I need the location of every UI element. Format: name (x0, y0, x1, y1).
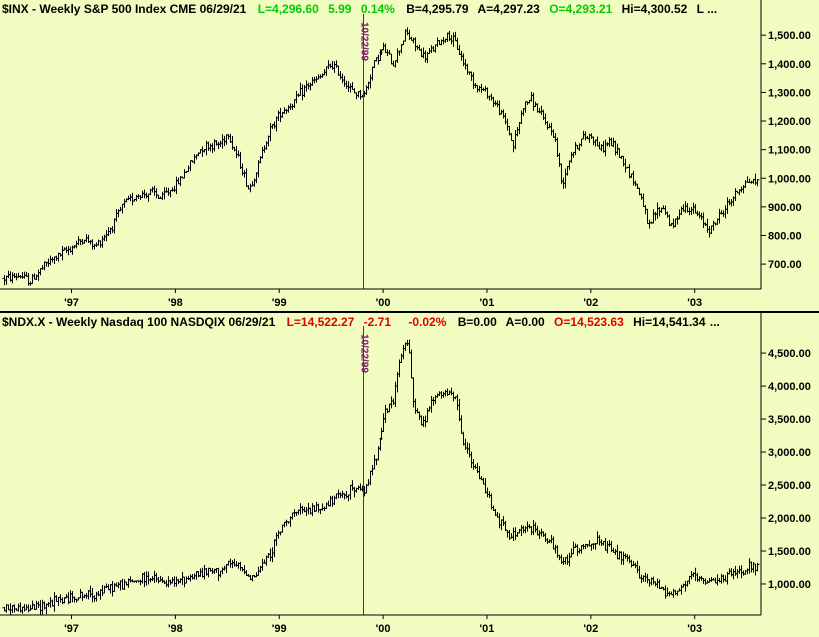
ndx-x-tick-label: '03 (687, 623, 702, 635)
sp500-panel[interactable]: $INX - Weekly S&P 500 Index CME 06/29/21… (0, 0, 819, 289)
sp500-header-open: O=4,293.21 (549, 2, 612, 16)
sp500-y-tick-label: 1,000.00 (768, 173, 811, 185)
ndx-date-marker: 10/22/99 (359, 326, 370, 615)
sp500-date-marker: 10/22/99 (359, 14, 370, 289)
sp500-x-axis-background (0, 289, 819, 311)
sp500-y-tick-label: 800.00 (768, 230, 802, 242)
ndx-y-tick-label: 2,500.00 (768, 480, 811, 492)
ndx-x-tick-label: '00 (376, 623, 391, 635)
sp500-header-name: $INX - Weekly S&P 500 Index CME 06/29/21 (2, 2, 247, 16)
sp500-price-bars (2, 27, 760, 286)
ndx-panel[interactable]: $NDX.X - Weekly Nasdaq 100 NASDQIX 06/29… (0, 313, 819, 617)
ndx-header-last: L=14,522.27 (287, 315, 355, 329)
ndx-y-tick-label: 3,500.00 (768, 414, 811, 426)
ndx-price-bars (2, 339, 760, 617)
sp500-plot-background (0, 0, 761, 289)
sp500-y-tick-label: 900.00 (768, 202, 802, 214)
ndx-y-tick-label: 1,500.00 (768, 546, 811, 558)
ndx-x-axis: '97 '98 '99 '00 '01 '02 '03 (0, 614, 819, 637)
sp500-x-tick-label: '97 (64, 297, 79, 309)
ndx-header-high: Hi=14,541.34 (633, 315, 706, 329)
ndx-x-axis-background (0, 615, 819, 637)
ndx-header-bid: B=0.00 (458, 315, 497, 329)
ndx-y-tick-label: 4,500.00 (768, 348, 811, 360)
sp500-header-ask: A=4,297.23 (477, 2, 540, 16)
panel-separator (0, 311, 819, 313)
sp500-x-tick-label: '99 (272, 297, 287, 309)
ndx-y-axis: 1,000.00 1,500.00 2,000.00 2,500.00 3,000.00… (761, 348, 811, 591)
ndx-y-tick-label: 2,000.00 (768, 513, 811, 525)
ndx-header-more: ... (710, 315, 720, 329)
ndx-y-tick-label: 1,000.00 (768, 579, 811, 591)
sp500-header-pct: 0.14% (361, 2, 395, 16)
sp500-x-tick-label: '02 (583, 297, 598, 309)
sp500-y-tick-label: 1,500.00 (768, 30, 811, 42)
sp500-x-tick-label: '00 (376, 297, 391, 309)
sp500-x-tick-label: '98 (168, 297, 183, 309)
sp500-axis-background (761, 0, 819, 289)
ndx-x-tick-label: '98 (168, 623, 183, 635)
ndx-marker-label: 10/22/99 (359, 334, 370, 373)
ndx-header-open: O=14,523.63 (554, 315, 624, 329)
ndx-header-ask: A=0.00 (506, 315, 545, 329)
sp500-header-change: 5.99 (328, 2, 352, 16)
sp500-y-tick-label: 1,300.00 (768, 87, 811, 99)
sp500-header-high: Hi=4,300.52 (622, 2, 688, 16)
ndx-x-tick-label: '02 (583, 623, 598, 635)
sp500-header-bid: B=4,295.79 (406, 2, 469, 16)
sp500-y-tick-label: 1,200.00 (768, 116, 811, 128)
ndx-header-pct: -0.02% (408, 315, 446, 329)
ndx-x-tick-label: '99 (272, 623, 287, 635)
ndx-y-tick-label: 3,000.00 (768, 447, 811, 459)
ndx-axis-background (761, 313, 819, 615)
svg-text:$NDX.X - Weekly Nasdaq 100 N: $NDX.X - Weekly Nasdaq 100 NASDQIX 06/29… (2, 315, 720, 329)
sp500-header-more: L ... (697, 2, 717, 16)
sp500-header-last: L=4,296.60 (258, 2, 319, 16)
ndx-header-name: $NDX.X - Weekly Nasdaq 100 NASDQIX 06/29… (2, 315, 276, 329)
sp500-y-axis: 700.00 800.00 900.00 1,000.00 1,100.00 1,200.… (761, 30, 811, 271)
ndx-y-tick-label: 4,000.00 (768, 381, 811, 393)
sp500-x-axis: '97 '98 '99 '00 '01 '02 '03 (0, 288, 819, 311)
sp500-marker-label: 10/22/99 (359, 22, 370, 61)
ndx-x-tick-label: '01 (480, 623, 495, 635)
sp500-y-tick-label: 1,400.00 (768, 59, 811, 71)
ndx-x-tick-label: '97 (64, 623, 79, 635)
ndx-plot-background (0, 313, 761, 615)
svg-text:$INX - Weekly S&P 500 Index: $INX - Weekly S&P 500 Index CME 06/29/21… (2, 2, 717, 16)
sp500-y-tick-label: 1,100.00 (768, 145, 811, 157)
sp500-y-tick-label: 700.00 (768, 259, 802, 271)
ndx-header-change: -2.71 (364, 315, 392, 329)
sp500-x-tick-label: '01 (480, 297, 495, 309)
sp500-x-tick-label: '03 (687, 297, 702, 309)
